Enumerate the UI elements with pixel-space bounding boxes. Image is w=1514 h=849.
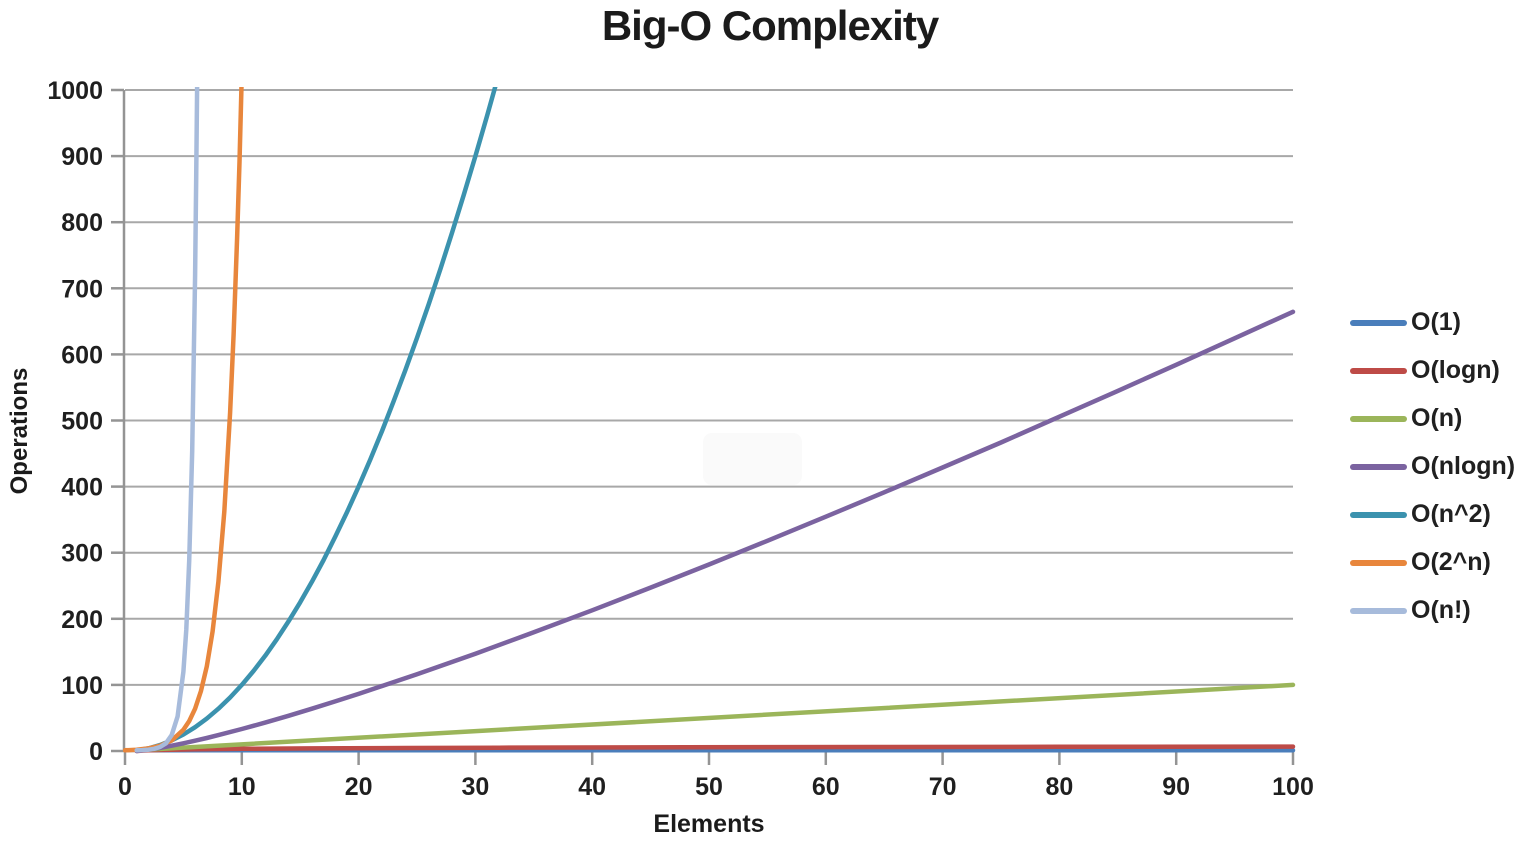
legend-label: O(logn) bbox=[1411, 356, 1500, 384]
y-tick-label: 900 bbox=[61, 143, 103, 171]
x-tick-label: 50 bbox=[695, 773, 723, 801]
legend-label: O(n^2) bbox=[1411, 500, 1491, 528]
legend-swatch-icon bbox=[1350, 511, 1407, 518]
series-line-2-o-n bbox=[134, 682, 1296, 753]
x-tick-label: 80 bbox=[1045, 773, 1073, 801]
x-tick-label: 60 bbox=[812, 773, 840, 801]
legend-swatch-icon bbox=[1350, 415, 1407, 422]
series-line-4-o-n-2 bbox=[134, 87, 498, 753]
legend-item-1: O(logn) bbox=[1350, 356, 1514, 384]
legend-item-3: O(nlogn) bbox=[1350, 452, 1514, 480]
series-line-6-o-n bbox=[134, 87, 200, 753]
legend-item-2: O(n) bbox=[1350, 404, 1514, 432]
x-tick-label: 20 bbox=[345, 773, 373, 801]
x-tick-label: 90 bbox=[1162, 773, 1190, 801]
series-group bbox=[123, 87, 1296, 754]
y-tick-label: 1000 bbox=[47, 77, 103, 105]
legend-label: O(nlogn) bbox=[1411, 452, 1514, 480]
legend-swatch-icon bbox=[1350, 319, 1407, 326]
y-tick-label: 800 bbox=[61, 209, 103, 237]
legend-label: O(n!) bbox=[1411, 596, 1471, 624]
x-tick-label: 100 bbox=[1272, 773, 1314, 801]
legend-swatch-icon bbox=[1350, 607, 1407, 614]
x-tick-label: 70 bbox=[929, 773, 957, 801]
y-tick-label: 400 bbox=[61, 474, 103, 502]
x-tick-label: 10 bbox=[228, 773, 256, 801]
legend-swatch-icon bbox=[1350, 463, 1407, 470]
legend-label: O(2^n) bbox=[1411, 548, 1491, 576]
x-tick-label: 30 bbox=[461, 773, 489, 801]
legend-item-0: O(1) bbox=[1350, 308, 1514, 336]
y-tick-label: 700 bbox=[61, 275, 103, 303]
legend-item-4: O(n^2) bbox=[1350, 500, 1514, 528]
legend-item-5: O(2^n) bbox=[1350, 548, 1514, 576]
legend-swatch-icon bbox=[1350, 559, 1407, 566]
legend: O(1) O(logn) O(n) O(nlogn) O(n^2) O(2^n) O(n!) bbox=[1350, 308, 1514, 645]
y-tick-label: 500 bbox=[61, 408, 103, 436]
watermark-patch bbox=[703, 433, 802, 485]
x-tick-label: 40 bbox=[578, 773, 606, 801]
legend-label: O(1) bbox=[1411, 308, 1461, 336]
y-tick-label: 200 bbox=[61, 606, 103, 634]
legend-item-6: O(n!) bbox=[1350, 596, 1514, 624]
y-tick-label: 0 bbox=[89, 738, 103, 766]
chart-title: Big-O Complexity bbox=[601, 2, 939, 49]
y-tick-label: 100 bbox=[61, 672, 103, 700]
series-line-3-o-nlogn bbox=[134, 309, 1296, 754]
x-tick-label: 0 bbox=[118, 773, 132, 801]
x-axis-title: Elements bbox=[653, 810, 765, 838]
y-tick-label: 600 bbox=[61, 341, 103, 369]
legend-label: O(n) bbox=[1411, 404, 1463, 432]
y-tick-label: 300 bbox=[61, 540, 103, 568]
legend-swatch-icon bbox=[1350, 367, 1407, 374]
